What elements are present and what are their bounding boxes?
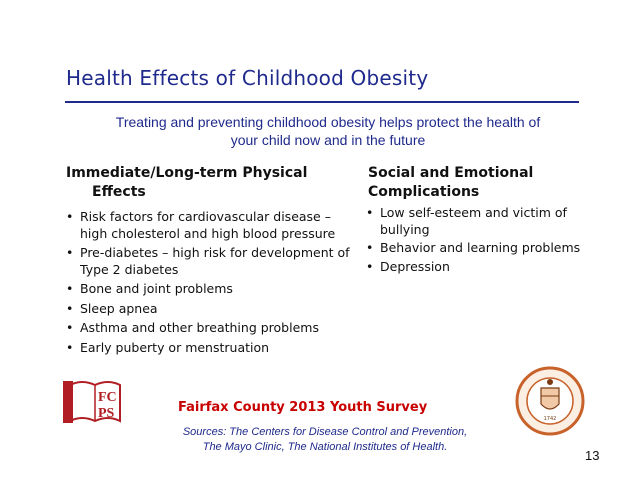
subtitle-line-2: your child now and in the future: [230, 132, 426, 148]
list-item: Asthma and other breathing problems: [66, 320, 356, 337]
physical-effects-heading-line-1: Immediate/Long-term Physical: [66, 165, 308, 181]
fcps-logo-book-pages: [69, 381, 121, 423]
social-emotional-heading-line-1: Social and Emotional: [368, 165, 534, 181]
fcps-logo-text-top: FC: [98, 390, 117, 405]
social-emotional-heading: Social and Emotional Complications: [368, 164, 533, 202]
fcps-logo-frame: [63, 381, 73, 423]
physical-effects-heading: Immediate/Long-term Physical Effects: [66, 164, 307, 202]
physical-effects-heading-line-2: Effects: [92, 184, 146, 200]
fairfax-county-seal: 1742: [515, 366, 585, 436]
list-item: Risk factors for cardiovascular disease …: [66, 209, 356, 242]
list-item: Behavior and learning problems: [366, 240, 581, 257]
list-item: Bone and joint problems: [66, 281, 356, 298]
fcps-logo-text-bottom: PS: [98, 406, 115, 421]
sources-line-1: Sources: The Centers for Disease Control…: [182, 426, 468, 438]
survey-label: Fairfax County 2013 Youth Survey: [178, 400, 428, 415]
slide-subtitle: Treating and preventing childhood obesit…: [78, 113, 578, 149]
list-item: Depression: [366, 259, 581, 276]
title-divider: [65, 101, 579, 103]
list-item: Sleep apnea: [66, 301, 356, 318]
physical-effects-list: Risk factors for cardiovascular disease …: [66, 209, 356, 359]
list-item: Low self-esteem and victim of bullying: [366, 205, 581, 238]
fcps-logo: FC PS: [63, 381, 121, 423]
sources-note: Sources: The Centers for Disease Control…: [160, 425, 490, 455]
list-item: Pre-diabetes – high risk for development…: [66, 245, 356, 278]
seal-year: 1742: [544, 416, 557, 422]
page-number: 13: [585, 448, 600, 463]
slide-title: Health Effects of Childhood Obesity: [66, 66, 429, 90]
list-item: Early puberty or menstruation: [66, 340, 356, 357]
seal-shield: [540, 387, 560, 410]
seal-crest: [547, 379, 553, 385]
sources-line-2: The Mayo Clinic, The National Institutes…: [202, 441, 448, 453]
subtitle-line-1: Treating and preventing childhood obesit…: [115, 114, 541, 130]
social-emotional-list: Low self-esteem and victim of bullying B…: [366, 205, 581, 277]
social-emotional-heading-line-2: Complications: [368, 184, 480, 200]
